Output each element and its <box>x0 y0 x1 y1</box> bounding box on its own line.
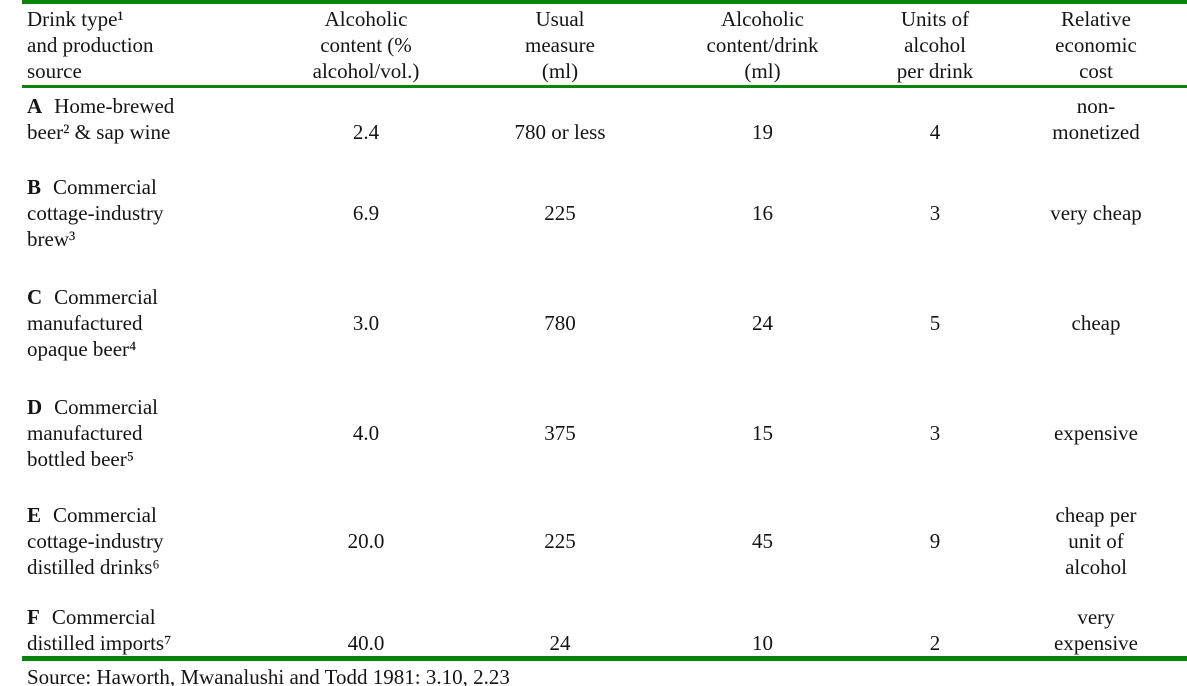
table-row: B Commercial cottage-industry brew³ 6.9 22… <box>22 174 1187 284</box>
cell-units: 5 <box>929 311 941 335</box>
table-header-row: Drink type¹ and production source Alcoho… <box>22 2 1187 88</box>
table-row: A Home-brewed beer² & sap wine 2.4 780 or … <box>22 87 1187 175</box>
cell-drink-type: F Commercial distilled imports⁷ <box>22 604 272 661</box>
cell-cost: cheap per unit of alcohol <box>1055 503 1137 579</box>
row-title-rest: cottage-industry distilled drinks⁶ <box>27 529 164 579</box>
cell-measure: 375 <box>544 421 576 445</box>
col-header-alcoholic-content: Alcoholic content (% alcohol/vol.) <box>272 2 460 88</box>
cell-abv: 2.4 <box>352 120 380 144</box>
cell-drink-type: E Commercial cottage-industry distilled dr… <box>22 502 272 604</box>
col-header-units-per-drink: Units of alcohol per drink <box>865 2 1005 88</box>
row-letter: C <box>27 285 43 309</box>
row-title-rest: distilled imports⁷ <box>27 631 172 655</box>
cell-drink-type: D Commercial manufactured bottled beer⁵ <box>22 394 272 502</box>
row-title-line1: Home-brewed <box>54 94 175 118</box>
cell-drink-type: A Home-brewed beer² & sap wine <box>22 87 272 175</box>
row-title-rest: manufactured bottled beer⁵ <box>27 421 143 471</box>
row-title-rest: manufactured opaque beer⁴ <box>27 311 143 361</box>
cell-drink-type: C Commercial manufactured opaque beer⁴ <box>22 284 272 394</box>
row-letter: A <box>27 94 43 118</box>
col-header-content-per-drink: Alcoholic content/drink (ml) <box>660 2 865 88</box>
cell-abv: 3.0 <box>352 311 380 335</box>
table-row: E Commercial cottage-industry distilled dr… <box>22 502 1187 604</box>
row-letter: D <box>27 395 43 419</box>
cell-units: 4 <box>929 120 941 144</box>
cell-content-per-drink: 15 <box>752 421 773 445</box>
row-title-line1: Commercial <box>54 285 158 309</box>
cell-units: 9 <box>929 529 941 553</box>
cell-cost: cheap <box>1071 311 1121 335</box>
cell-cost: expensive <box>1054 421 1138 445</box>
cell-content-per-drink: 19 <box>752 120 773 144</box>
cell-cost: very cheap <box>1050 201 1142 225</box>
row-title-line1: Commercial <box>54 395 158 419</box>
table-row: C Commercial manufactured opaque beer⁴ 3.0… <box>22 284 1187 394</box>
row-title-rest: beer² & sap wine <box>27 120 171 144</box>
cell-content-per-drink: 10 <box>660 604 865 661</box>
cell-content-per-drink: 45 <box>752 529 773 553</box>
source-note: Source: Haworth, Mwanalushi and Todd 198… <box>27 665 510 686</box>
cell-measure: 225 <box>544 201 576 225</box>
row-title-line1: Commercial <box>53 503 157 527</box>
col-header-economic-cost: Relative economic cost <box>1005 2 1187 88</box>
cell-measure: 780 or less <box>514 120 606 144</box>
row-letter: E <box>27 503 42 527</box>
cell-abv: 4.0 <box>352 421 380 445</box>
cell-abv: 20.0 <box>347 529 385 553</box>
cell-content-per-drink: 16 <box>752 201 773 225</box>
cell-content-per-drink: 24 <box>752 311 773 335</box>
row-letter: B <box>27 175 42 199</box>
cell-units: 3 <box>929 421 941 445</box>
row-title-line1: Commercial <box>51 605 156 629</box>
col-header-drink-type: Drink type¹ and production source <box>22 2 272 88</box>
row-letter: F <box>27 605 40 629</box>
cell-drink-type: B Commercial cottage-industry brew³ <box>22 174 272 284</box>
cell-measure: 24 <box>460 604 660 661</box>
cell-cost: non- monetized <box>1052 94 1140 144</box>
cell-measure: 780 <box>544 311 576 335</box>
cell-units: 3 <box>929 201 941 225</box>
table-row: F Commercial distilled imports⁷ 40.0 24 10… <box>22 604 1187 661</box>
cell-cost: very expensive <box>1005 604 1187 661</box>
cell-abv: 40.0 <box>272 604 460 661</box>
cell-measure: 225 <box>544 529 576 553</box>
row-title-rest: cottage-industry brew³ <box>27 201 164 251</box>
drinks-table: Drink type¹ and production source Alcoho… <box>22 0 1187 661</box>
col-header-usual-measure: Usual measure (ml) <box>460 2 660 88</box>
cell-units: 2 <box>865 604 1005 661</box>
table-row: D Commercial manufactured bottled beer⁵ 4.… <box>22 394 1187 502</box>
row-title-line1: Commercial <box>53 175 157 199</box>
cell-abv: 6.9 <box>352 201 380 225</box>
